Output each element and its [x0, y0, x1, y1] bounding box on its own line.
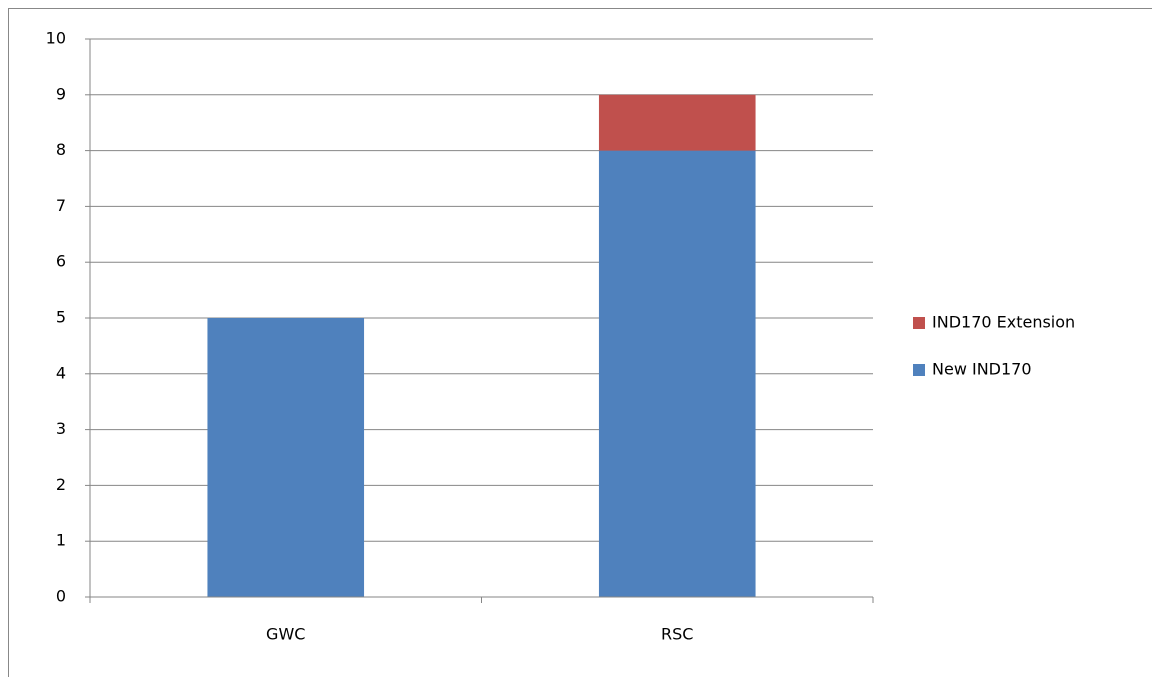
y-tick-label: 5	[56, 308, 66, 327]
y-tick-label: 2	[56, 475, 66, 494]
y-tick-label: 10	[46, 29, 66, 48]
x-tick-label: RSC	[661, 625, 693, 644]
legend-label: IND170 Extension	[932, 313, 1075, 332]
bar-segment	[598, 150, 756, 597]
y-tick-label: 3	[56, 419, 66, 438]
bar-segment	[207, 318, 365, 597]
x-tick-label: GWC	[266, 625, 305, 644]
y-tick-label: 4	[56, 363, 66, 382]
y-tick-label: 8	[56, 140, 66, 159]
y-tick-label: 0	[56, 587, 66, 606]
y-tick-label: 9	[56, 84, 66, 103]
y-tick-label: 1	[56, 531, 66, 550]
chart-border	[8, 8, 1152, 677]
y-tick-label: 7	[56, 196, 66, 215]
legend-swatch	[913, 364, 925, 376]
legend-swatch	[913, 317, 925, 329]
y-tick-label: 6	[56, 252, 66, 271]
legend-label: New IND170	[932, 360, 1032, 379]
bar-segment	[598, 94, 756, 151]
